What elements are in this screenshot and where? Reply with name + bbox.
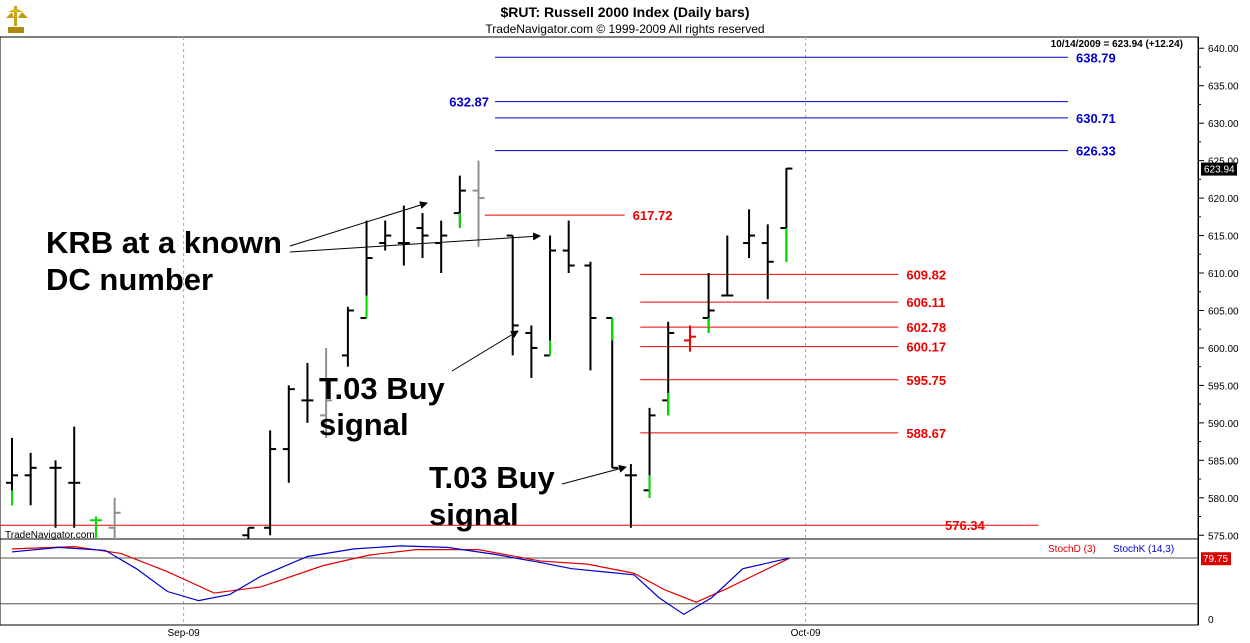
blue-level-label: 626.33 [1076,144,1116,159]
stoch-plot-frame [0,538,1199,626]
x-tick-label: Sep-09 [167,628,200,639]
annotation-t03-upper-line1: T.03 Buy [319,371,446,406]
y-tick-label: 580.00 [1208,494,1239,505]
stoch-legend-entry: StochK (14,3) [1113,544,1174,555]
stoch-last-value-tag [1201,552,1231,566]
arrow-t03-lower [561,464,627,485]
last-price-label: 623.94 [1204,165,1235,176]
blue-level-label: 638.79 [1076,50,1116,65]
y-tick-label: 635.00 [1208,82,1239,93]
y-tick-label: 615.00 [1208,232,1239,243]
watermark: TradeNavigator.com [5,530,95,541]
blue-level-label: 632.87 [449,95,489,110]
arrow-krb-lower [289,232,541,253]
red-level-label: 609.82 [906,267,946,282]
arrow-krb-upper [289,201,428,247]
trophy-logo-icon [6,6,28,33]
y-tick-label: 595.00 [1208,381,1239,392]
stoch-last-value-label: 79.75 [1203,554,1228,565]
red-level-label: 602.78 [906,320,946,335]
y-tick-label: 630.00 [1208,119,1239,130]
axis-layer: Sep-09Oct-09Nov-09575.00580.00585.00590.… [167,44,1239,639]
stoch-series-line [11,546,790,603]
y-tick-label: 590.00 [1208,419,1239,430]
red-level-label: 595.75 [906,373,946,388]
stoch-legend-entry: StochD (3) [1048,544,1096,555]
arrow-t03-upper [451,330,519,372]
price-bars [6,160,793,539]
levels-layer: 638.79 632.87 630.71 626.33 617.72 609.82 606.… [0,50,1116,533]
y-tick-label: 575.00 [1208,531,1239,542]
main-plot-frame [0,36,1199,540]
annotation-krb-line1: KRB at a known [46,225,282,260]
x-tick-label: Oct-09 [791,628,821,639]
blue-level-label: 630.71 [1076,111,1116,126]
chart-subtitle: TradeNavigator.com © 1999-2009 All right… [485,22,764,36]
annotation-t03-lower-line2: signal [429,497,519,532]
y-tick-label: 640.00 [1208,44,1239,55]
annotation-t03-lower-line1: T.03 Buy [429,460,556,495]
last-value-readout: 10/14/2009 = 623.94 (+12.24) [1051,39,1183,50]
y-tick-label: 620.00 [1208,194,1239,205]
stochastic-panel: 0 StochD (3) StochK (14,3) 79.75 [0,544,1231,626]
y-tick-label: 585.00 [1208,456,1239,467]
stoch-zero-label: 0 [1208,615,1214,626]
annotation-t03-upper-line2: signal [319,407,409,442]
red-level-label: 600.17 [906,340,946,355]
grid-layer [183,37,807,625]
chart-title: $RUT: Russell 2000 Index (Daily bars) [501,4,750,20]
y-tick-label: 600.00 [1208,344,1239,355]
y-tick-label: 610.00 [1208,269,1239,280]
y-tick-label: 625.00 [1208,157,1239,168]
last-price-tag [1201,162,1237,176]
red-level-label: 576.34 [945,518,986,533]
red-level-label: 606.11 [906,295,945,310]
red-level-label: 617.72 [633,208,673,223]
stoch-series-line [11,545,790,616]
annotation-krb-line2: DC number [46,262,213,297]
red-level-label: 588.67 [906,426,946,441]
y-tick-label: 605.00 [1208,306,1239,317]
